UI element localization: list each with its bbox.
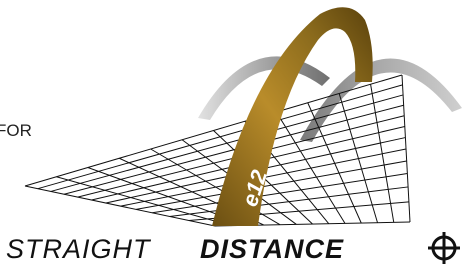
grid-line [25,186,215,226]
tagline-light: STRAIGHT [6,234,152,264]
grid-line [371,84,394,222]
crosshair-icon [428,232,460,264]
grid-line [402,75,410,222]
gray-arch [300,59,462,142]
prefix-text: FOR [0,121,32,140]
logo: FOR e12 STRAIGHT DISTANCE [0,0,470,272]
tagline-bold: DISTANCE [200,234,344,264]
